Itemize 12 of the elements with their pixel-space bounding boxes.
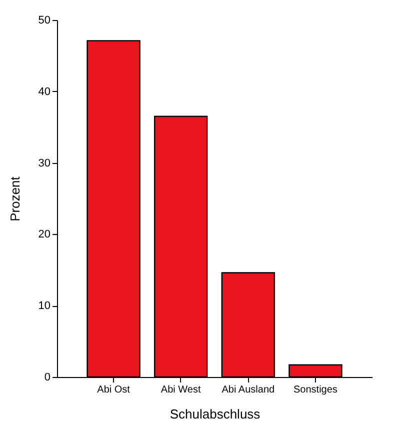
y-tick-label: 40: [38, 86, 50, 98]
x-axis-title: Schulabschluss: [170, 406, 261, 422]
y-tick-label: 30: [38, 157, 50, 170]
x-tick-label: Abi West: [160, 384, 201, 396]
y-axis-title: Prozent: [7, 176, 22, 222]
y-tick-label: 0: [44, 372, 50, 384]
y-tick-label: 20: [38, 228, 50, 241]
x-tick-label: Sonstiges: [294, 384, 338, 396]
y-tick-label: 50: [38, 14, 50, 26]
x-tick-label: Abi Ausland: [222, 384, 275, 396]
y-tick-label: 10: [38, 300, 50, 312]
x-tick-label: Abi Ost: [97, 384, 130, 396]
